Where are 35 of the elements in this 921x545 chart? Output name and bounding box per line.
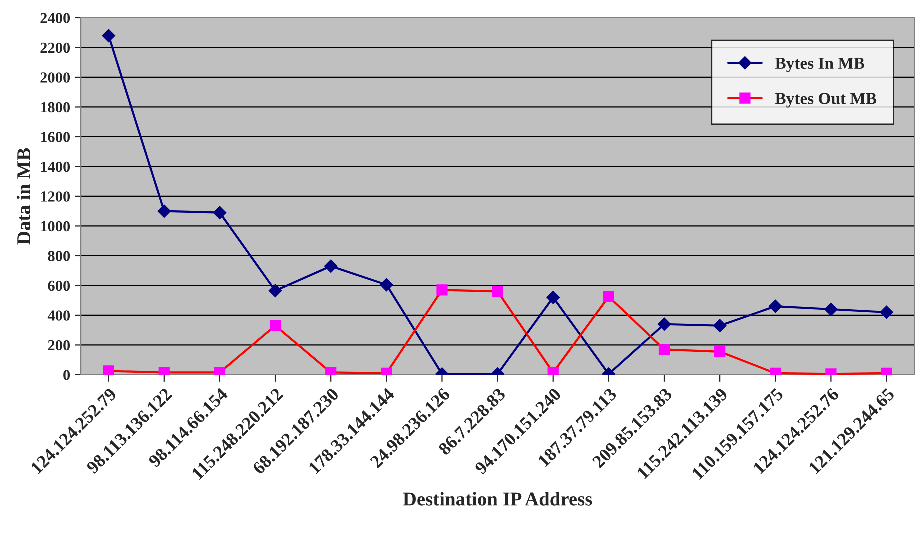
- point: [658, 318, 672, 331]
- point: [436, 284, 448, 296]
- point: [658, 344, 670, 356]
- point: [603, 291, 614, 302]
- y-tick-label: 0: [64, 370, 70, 380]
- y-axis-title: Data in MB: [16, 148, 31, 245]
- point: [769, 300, 782, 314]
- y-tick-label: 800: [48, 251, 70, 262]
- point: [713, 319, 727, 332]
- point: [492, 286, 504, 298]
- legend-label: Bytes In MB: [775, 58, 865, 73]
- point: [103, 366, 114, 375]
- legend-label: Bytes Out MB: [775, 93, 877, 108]
- point: [268, 284, 282, 298]
- y-tick-label: 1000: [41, 221, 70, 232]
- point: [714, 346, 726, 358]
- point: [380, 278, 394, 292]
- y-tick-label: 1400: [41, 162, 70, 172]
- y-tick-label: 2400: [40, 13, 70, 24]
- point: [270, 320, 282, 332]
- y-tick-label: 400: [48, 310, 70, 321]
- y-tick-label: 1800: [41, 102, 70, 113]
- y-tick-label: 600: [48, 280, 70, 292]
- y-tick-label: 200: [48, 340, 70, 351]
- y-tick-label: 2000: [40, 72, 70, 83]
- point: [824, 302, 838, 316]
- y-tick-label: 1600: [41, 132, 70, 142]
- point: [546, 291, 560, 304]
- point: [880, 306, 894, 320]
- x-axis-title: Destination IP Address: [403, 492, 592, 506]
- point: [158, 204, 171, 218]
- point: [324, 260, 338, 273]
- point: [213, 206, 227, 220]
- y-tick-label: 2200: [40, 42, 70, 54]
- y-tick-label: 1200: [41, 192, 70, 202]
